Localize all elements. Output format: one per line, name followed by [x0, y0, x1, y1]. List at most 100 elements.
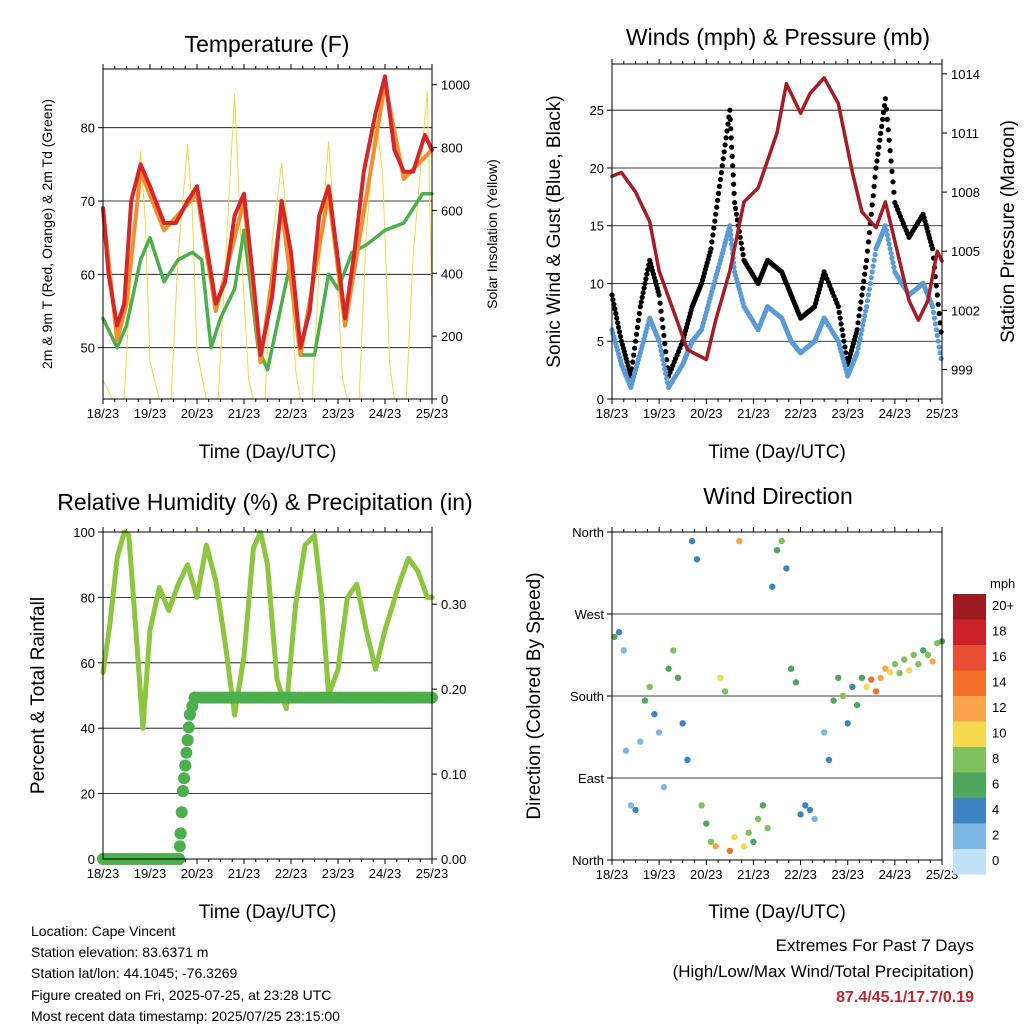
series-point: [728, 232, 734, 238]
series-point: [835, 304, 841, 310]
direction-point: [787, 665, 795, 672]
x-tick-label: 20/23: [181, 406, 214, 421]
x-tick-label: 22/23: [784, 867, 817, 882]
series-point: [709, 239, 715, 245]
series-point: [863, 308, 869, 314]
direction-point: [712, 843, 719, 850]
x-tick-label: 20/23: [181, 866, 214, 881]
y-axis-label-right: Solar Insolation (Yellow): [484, 159, 500, 309]
direction-point: [825, 756, 833, 763]
series-point: [645, 267, 651, 273]
direction-point: [615, 629, 623, 636]
plot-border: [611, 531, 943, 861]
series-point: [663, 371, 669, 377]
x-tick-label: 21/23: [228, 866, 261, 881]
series-point: [930, 246, 936, 252]
series-point: [730, 172, 736, 178]
direction-point: [674, 674, 682, 681]
precip-point: [176, 785, 189, 798]
series-point: [930, 304, 936, 310]
direction-point: [919, 647, 927, 654]
series-point: [729, 153, 735, 159]
series-point: [841, 338, 847, 344]
series-point: [876, 144, 882, 150]
y-tick-label-right: 1002: [951, 303, 980, 318]
x-tick-label: 23/23: [322, 406, 355, 421]
direction-point: [703, 820, 710, 827]
y-tick-label-right: 0.30: [441, 597, 466, 612]
precip-point: [182, 721, 195, 734]
direction-point: [637, 738, 644, 745]
y-tick-label: 15: [590, 219, 604, 234]
series-point: [870, 263, 876, 269]
panel-title: Winds (mph) & Pressure (mb): [626, 24, 930, 50]
series-point: [663, 349, 669, 355]
series-point: [710, 232, 716, 238]
direction-point: [830, 697, 837, 704]
series-line: [101, 74, 434, 357]
y-tick-label: 20: [81, 787, 95, 802]
y-tick-label-right: 1011: [951, 126, 979, 141]
series-point: [865, 239, 872, 245]
series-point: [880, 116, 886, 122]
series-point: [887, 246, 893, 252]
series-point: [887, 148, 893, 154]
precip-point: [178, 772, 191, 785]
series-point: [891, 264, 897, 270]
legend-label: 18: [992, 624, 1006, 639]
series-point: [884, 232, 890, 238]
series-point: [930, 309, 937, 315]
legend-swatch: [953, 696, 986, 722]
x-axis-label: Time (Day/UTC): [708, 442, 846, 463]
series-point: [718, 170, 725, 176]
direction-point: [853, 701, 861, 709]
direction-point: [750, 838, 757, 845]
series-point: [857, 336, 863, 342]
y-tick-label-right: 1014: [951, 67, 980, 82]
direction-point: [849, 683, 856, 691]
station-info: Location: Cape Vincent Station elevation…: [31, 921, 340, 1027]
series-point: [729, 241, 735, 247]
series-line: [610, 76, 944, 362]
x-tick-label: 18/23: [596, 867, 629, 882]
series-point: [856, 341, 862, 347]
series-point: [633, 338, 639, 344]
direction-point: [655, 729, 663, 736]
y-tick-label: 10: [590, 276, 604, 291]
series-point: [634, 324, 641, 330]
direction-point: [929, 658, 936, 665]
y-tick-label: 80: [81, 121, 95, 136]
direction-point: [611, 633, 618, 640]
series-point: [630, 359, 636, 365]
series-point: [872, 252, 878, 258]
y-axis-label: Percent & Total Rainfall: [28, 597, 49, 794]
precip-point: [181, 734, 194, 747]
series-point: [728, 237, 734, 243]
series-point: [888, 158, 894, 164]
series-point: [872, 174, 878, 180]
y-tick-label: 5: [597, 334, 604, 349]
series-point: [632, 345, 638, 351]
series-point: [657, 300, 663, 306]
legend-swatch: [953, 747, 986, 773]
series-point: [729, 144, 735, 150]
series-point: [721, 149, 727, 155]
series-point: [868, 211, 874, 217]
series-point: [708, 246, 714, 252]
direction-point: [915, 660, 922, 668]
series-point: [730, 163, 736, 169]
series-point: [716, 183, 723, 189]
series-point: [662, 366, 668, 372]
series-point: [724, 128, 730, 134]
extremes-box: Extremes For Past 7 Days (High/Low/Max W…: [673, 933, 974, 1011]
direction-point: [620, 647, 627, 654]
series-point: [854, 350, 860, 356]
x-tick-label: 19/23: [643, 406, 676, 421]
series-point: [719, 163, 725, 169]
direction-point: [891, 660, 899, 668]
y-tick-label: North: [572, 853, 604, 868]
series-point: [839, 327, 845, 333]
y-axis-label: Sonic Wind & Gust (Blue, Black): [544, 95, 565, 367]
direction-point: [731, 834, 738, 841]
series-point: [733, 211, 740, 217]
